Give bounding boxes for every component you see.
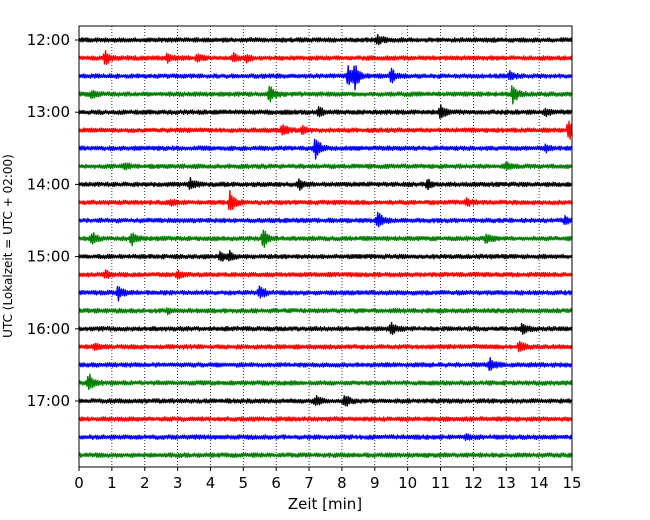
y-tick-label: 15:00 (27, 248, 70, 266)
trace-row-1345 (78, 161, 573, 171)
trace-row-1645 (78, 373, 573, 391)
trace-row-1415 (78, 189, 573, 211)
trace-row-1745 (78, 452, 573, 459)
x-tick-label: 5 (239, 474, 249, 492)
trace-row-1630 (78, 357, 573, 371)
trace-row-1545 (78, 307, 573, 316)
x-tick-label: 10 (398, 474, 417, 492)
plot-frame (78, 25, 573, 468)
trace-row-1315 (78, 120, 573, 140)
trace-layer (78, 33, 573, 459)
trace-row-1500 (78, 249, 573, 262)
x-tick-label: 0 (74, 474, 84, 492)
x-tick-label: 3 (173, 474, 183, 492)
x-tick-label: 6 (271, 474, 281, 492)
x-tick-label: 2 (140, 474, 150, 492)
y-tick-label: 14:00 (27, 175, 70, 193)
y-tick-label: 12:00 (27, 31, 70, 49)
y-axis-label: UTC (Lokalzeit = UTC + 02:00) (1, 154, 15, 338)
trace-row-1615 (78, 340, 573, 353)
x-tick-label: 11 (431, 474, 450, 492)
trace-row-1245 (78, 85, 573, 105)
trace-row-1215 (78, 50, 573, 66)
x-tick-label: 9 (370, 474, 380, 492)
trace-row-1445 (78, 229, 573, 248)
y-tick-label: 16:00 (27, 320, 70, 338)
trace-row-1230 (78, 65, 573, 91)
trace-row-1600 (78, 321, 573, 335)
y-tick-label: 17:00 (27, 392, 70, 410)
trace-row-1300 (78, 104, 573, 119)
x-tick-label: 7 (304, 474, 314, 492)
x-tick-label: 14 (530, 474, 549, 492)
trace-row-1715 (78, 416, 573, 422)
x-axis-label: Zeit [min] (288, 495, 362, 513)
x-tick-label: 12 (464, 474, 483, 492)
x-tick-label: 4 (206, 474, 216, 492)
trace-row-1400 (78, 176, 573, 191)
x-tick-label: 13 (497, 474, 516, 492)
trace-row-1530 (78, 285, 573, 302)
trace-row-1330 (78, 138, 573, 160)
trace-row-1730 (78, 433, 573, 442)
trace-row-1700 (78, 395, 573, 407)
trace-row-1200 (78, 33, 573, 46)
tick-layer: 0 1 2 3 4 5 6 7 8 9 10 11 12 13 14 1512:0013:0014:0015:… (27, 31, 582, 492)
x-tick-label: 8 (337, 474, 347, 492)
x-tick-label: 1 (107, 474, 117, 492)
trace-row-1515 (78, 269, 573, 280)
y-tick-label: 13:00 (27, 103, 70, 121)
trace-row-1430 (78, 211, 573, 228)
x-tick-label: 15 (562, 474, 581, 492)
